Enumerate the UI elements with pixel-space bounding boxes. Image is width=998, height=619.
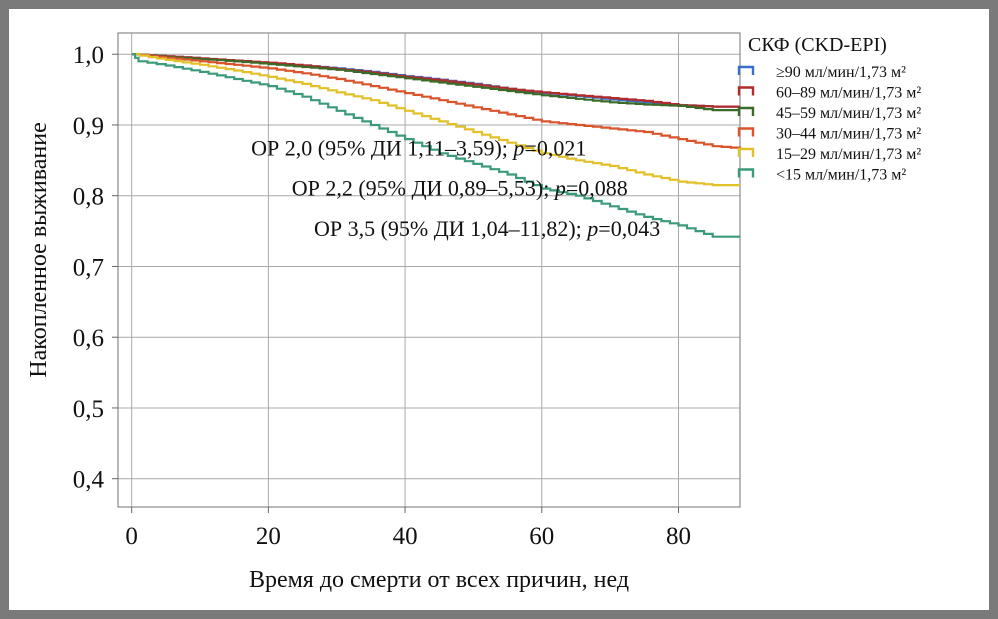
survival-curve-3 (131, 53, 740, 112)
survival-curves (131, 53, 742, 238)
y-tick-label: 0,6 (73, 325, 104, 352)
legend-swatch-5 (737, 147, 755, 157)
y-tick-label: 0,4 (73, 467, 105, 494)
legend-swatch-1 (737, 65, 755, 75)
hr-annotation-1: ОР 2,0 (95% ДИ 1,11–3,59); p=0,021 (251, 135, 586, 160)
legend-label-6: <15 мл/мин/1,73 м² (776, 167, 906, 184)
y-axis-title: Накопленное выживание (26, 122, 52, 377)
hr-annotation-3: ОР 3,5 (95% ДИ 1,04–11,82); p=0,043 (314, 216, 660, 241)
x-axis-ticks: 0 20 40 60 80 (125, 507, 691, 550)
y-tick-label: 0,7 (73, 254, 104, 281)
x-tick-label: 60 (529, 523, 554, 550)
survival-curve-6 (131, 53, 740, 238)
y-tick-label: 0,8 (73, 184, 104, 211)
plot-area-border (117, 32, 741, 508)
legend-label-1: ≥90 мл/мин/1,73 м² (776, 64, 906, 81)
legend-title: СКФ (CKD-EPI) (748, 34, 887, 56)
gridlines (118, 33, 740, 507)
x-tick-label: 40 (393, 523, 418, 550)
legend-label-5: 15–29 мл/мин/1,73 м² (776, 146, 921, 163)
x-tick-label: 20 (256, 523, 281, 550)
legend-label-3: 45–59 мл/мин/1,73 м² (776, 105, 921, 122)
legend-label-4: 30–44 мл/мин/1,73 м² (776, 126, 921, 143)
survival-curve-4 (131, 53, 742, 149)
legend-swatch-6 (737, 168, 755, 178)
x-tick-label: 80 (666, 523, 691, 550)
y-tick-label: 0,5 (73, 396, 104, 423)
legend: СКФ (CKD-EPI) ≥90 мл/мин/1,73 м² 60–89 мл… (737, 34, 921, 184)
legend-label-2: 60–89 мл/мин/1,73 м² (776, 85, 921, 102)
y-tick-label: 1,0 (73, 42, 104, 69)
y-axis-ticks: 0,4 0,5 0,6 0,7 0,8 0,9 1,0 (73, 42, 118, 494)
x-tick-label: 0 (125, 523, 138, 550)
survival-curve-5 (131, 53, 740, 187)
hazard-ratio-annotations: ОР 2,0 (95% ДИ 1,11–3,59); p=0,021 ОР 2,2… (251, 135, 660, 241)
legend-swatch-2 (737, 86, 755, 96)
legend-swatch-4 (737, 127, 755, 137)
y-tick-label: 0,9 (73, 113, 104, 140)
hr-annotation-2: ОР 2,2 (95% ДИ 0,89–5,53); p=0,088 (292, 176, 628, 201)
legend-swatch-3 (737, 106, 755, 116)
x-axis-title: Время до смерти от всех причин, нед (249, 567, 629, 593)
